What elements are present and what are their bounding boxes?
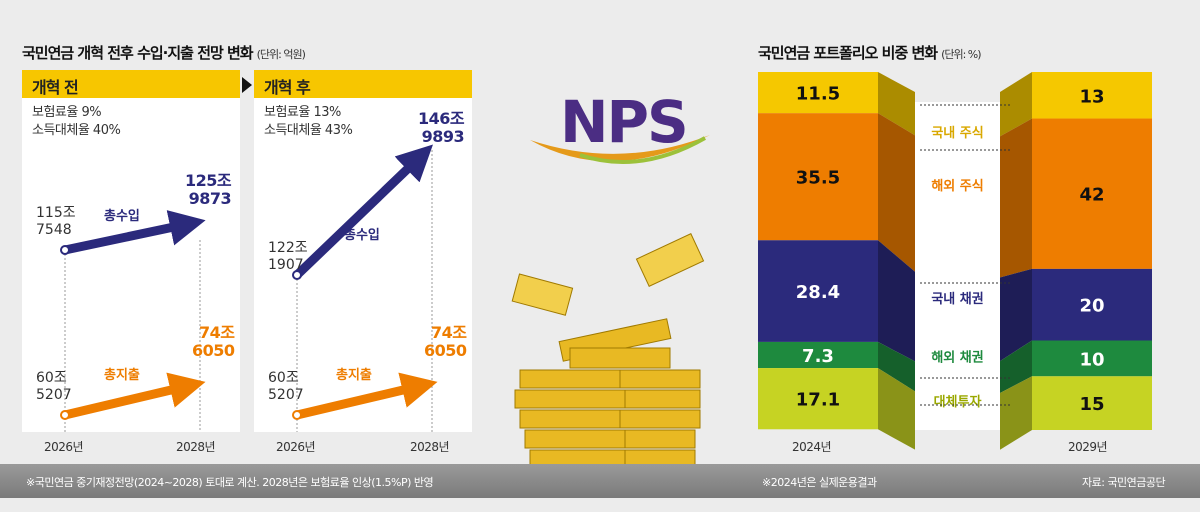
- left-chart-title: 국민연금 개혁 전후 수입·지출 전망 변화 (단위: 억원): [22, 42, 306, 63]
- bar-segment: [1032, 72, 1152, 119]
- connector-right-0: [1000, 72, 1032, 137]
- data-label: 11.5: [796, 84, 840, 105]
- title-text: 국민연금 포트폴리오 비중 변화: [758, 44, 938, 62]
- connector-right-2: [1000, 268, 1032, 362]
- year-label: 2028년: [176, 440, 216, 454]
- right-footnote: ※2024년은 실제운용결과: [762, 476, 877, 489]
- after-expense-end: 74조 6050: [424, 323, 467, 360]
- bar-segment: [758, 341, 878, 369]
- year-label: 2028년: [410, 440, 450, 454]
- data-label: 28.4: [796, 282, 840, 303]
- bar-segment: [1032, 376, 1152, 430]
- bar-segment: [1032, 118, 1152, 269]
- connector-left-1: [878, 113, 915, 272]
- footer-band: [0, 464, 1200, 498]
- connector-left-3: [878, 341, 915, 392]
- after-header: 개혁 후: [254, 70, 472, 98]
- x-tick-label: 2024년: [792, 440, 832, 454]
- connector-right-4: [1000, 376, 1032, 450]
- left-footnote: ※국민연금 중기재정전망(2024~2028) 토대로 계산. 2028년은 보…: [26, 476, 434, 489]
- portfolio-chart: 11.5 13 국내 주식 35.5 42 해외 주식 28.4 20 국내 채권 7.3 10 해외…: [758, 72, 1152, 450]
- data-label: 42: [1079, 185, 1104, 206]
- data-label: 7.3: [802, 346, 834, 367]
- after-expense-line: [295, 372, 438, 420]
- legend-label: 국내 채권: [931, 291, 983, 307]
- nps-logo: NPS: [560, 88, 689, 156]
- unit-label: (단위: %): [941, 48, 981, 61]
- after-expense-start: 60조 5207: [268, 370, 304, 403]
- before-header: 개혁 전: [22, 70, 240, 98]
- arrow-right-icon: [242, 77, 252, 93]
- bar-segment: [1032, 268, 1152, 341]
- bar-segment: [758, 240, 878, 342]
- connector-left-2: [878, 240, 915, 362]
- trend-lines: [60, 144, 438, 432]
- year-label: 2026년: [44, 440, 84, 454]
- connector-right-3: [1000, 340, 1032, 394]
- year-label: 2026년: [276, 440, 316, 454]
- bar-segment: [758, 113, 878, 241]
- legend-label: 국내 주식: [931, 125, 983, 141]
- after-revenue-line: [293, 144, 433, 279]
- data-label: 17.1: [796, 390, 840, 411]
- after-info: 보험료율 13% 소득대체율 43%: [254, 98, 472, 146]
- before-revenue-line: [64, 210, 206, 255]
- revenue-label: 총수입: [104, 209, 140, 224]
- title-text: 국민연금 개혁 전후 수입·지출 전망 변화: [22, 44, 254, 62]
- legend-label: 대체투자: [934, 395, 982, 410]
- before-expense-end: 74조 6050: [192, 323, 235, 360]
- source-label: 자료: 국민연금공단: [1082, 476, 1166, 489]
- expense-label: 총지출: [336, 368, 372, 383]
- right-chart-title: 국민연금 포트폴리오 비중 변화 (단위: %): [758, 42, 982, 63]
- before-reform-box: 개혁 전 보험료율 9% 소득대체율 40%: [22, 70, 240, 432]
- data-label: 35.5: [796, 168, 840, 189]
- revenue-label: 총수입: [344, 228, 380, 243]
- before-expense-start: 60조 5207: [36, 370, 72, 403]
- after-revenue-end: 146조 9893: [418, 109, 465, 146]
- replacement-rate: 소득대체율 43%: [264, 123, 353, 138]
- data-label: 13: [1079, 86, 1104, 107]
- middle-legend-area: [915, 102, 1000, 430]
- connector-left-0: [878, 72, 915, 136]
- before-revenue-start: 115조 7548: [36, 205, 76, 238]
- bar-segment: [758, 368, 878, 430]
- logo-swoosh: [530, 135, 710, 164]
- data-label: 10: [1079, 349, 1104, 370]
- expense-label: 총지출: [104, 368, 140, 383]
- connector-right-1: [1000, 118, 1032, 278]
- before-info: 보험료율 9% 소득대체율 40%: [22, 98, 240, 146]
- premium-rate: 보험료율 13%: [264, 105, 341, 120]
- after-reform-box: 개혁 후 보험료율 13% 소득대체율 43%: [254, 70, 472, 432]
- legend-label: 해외 채권: [931, 350, 983, 366]
- premium-rate: 보험료율 9%: [32, 105, 102, 120]
- replacement-rate: 소득대체율 40%: [32, 123, 121, 138]
- before-revenue-end: 125조 9873: [185, 171, 232, 208]
- before-expense-line: [63, 372, 206, 420]
- bar-segment: [758, 72, 878, 114]
- after-revenue-start: 122조 1907: [268, 240, 308, 273]
- bar-segment: [1032, 340, 1152, 377]
- connector-left-4: [878, 368, 915, 450]
- data-label: 15: [1079, 394, 1104, 415]
- unit-label: (단위: 억원): [256, 48, 306, 61]
- legend-label: 해외 주식: [931, 178, 983, 194]
- x-tick-label: 2029년: [1068, 440, 1108, 454]
- data-label: 20: [1079, 296, 1104, 317]
